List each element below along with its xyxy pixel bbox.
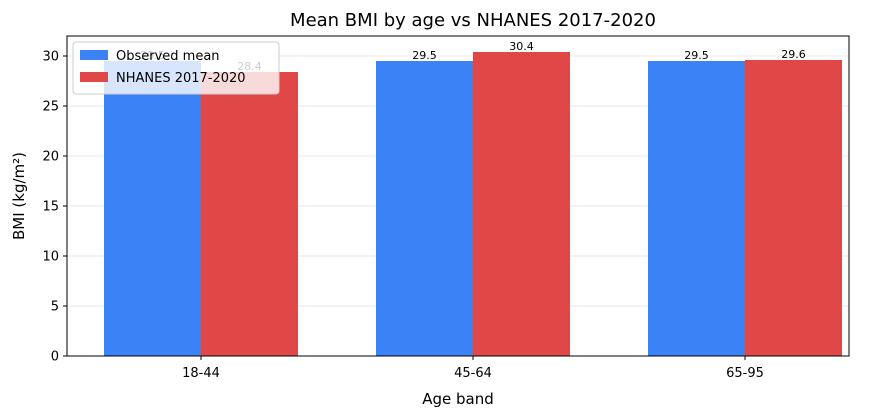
y-axis: 0 5 10 15 20 25 30 (42, 50, 67, 365)
x-tick-label: 65-95 (726, 366, 764, 381)
bar-nhanes-45-64 (473, 52, 570, 356)
x-axis-label: Age band (422, 390, 494, 408)
legend-swatch (80, 50, 108, 60)
y-tick-label: 0 (51, 350, 59, 365)
chart-title: Mean BMI by age vs NHANES 2017-2020 (290, 10, 656, 31)
legend-entry: Observed mean (116, 49, 220, 64)
data-label: 30.4 (509, 40, 534, 53)
legend: Observed mean NHANES 2017-2020 (72, 41, 280, 95)
plot-frame (66, 35, 850, 357)
legend-swatch (80, 72, 108, 82)
data-label: 29.6 (781, 48, 806, 61)
bar-observed-65-95 (648, 61, 745, 356)
y-tick-label: 30 (42, 50, 59, 65)
x-tick-label: 18-44 (182, 366, 220, 381)
x-axis: 18-44 45-64 65-95 (182, 356, 764, 381)
legend-box (72, 41, 280, 95)
y-tick-label: 10 (42, 250, 59, 265)
bar-nhanes-18-44 (201, 72, 298, 356)
x-tick-label: 45-64 (454, 366, 492, 381)
y-tick-label: 15 (42, 200, 59, 215)
legend-entry: NHANES 2017-2020 (116, 71, 246, 86)
y-tick-label: 5 (51, 300, 59, 315)
bars-group (104, 52, 842, 356)
data-label: 29.5 (412, 49, 437, 62)
bar-nhanes-65-95 (745, 60, 842, 356)
y-tick-label: 25 (42, 100, 59, 115)
y-tick-label: 20 (42, 150, 59, 165)
data-label: 29.5 (684, 49, 709, 62)
y-axis-label: BMI (kg/m²) (10, 152, 28, 240)
bar-observed-18-44 (104, 61, 201, 356)
bar-observed-45-64 (376, 61, 473, 356)
